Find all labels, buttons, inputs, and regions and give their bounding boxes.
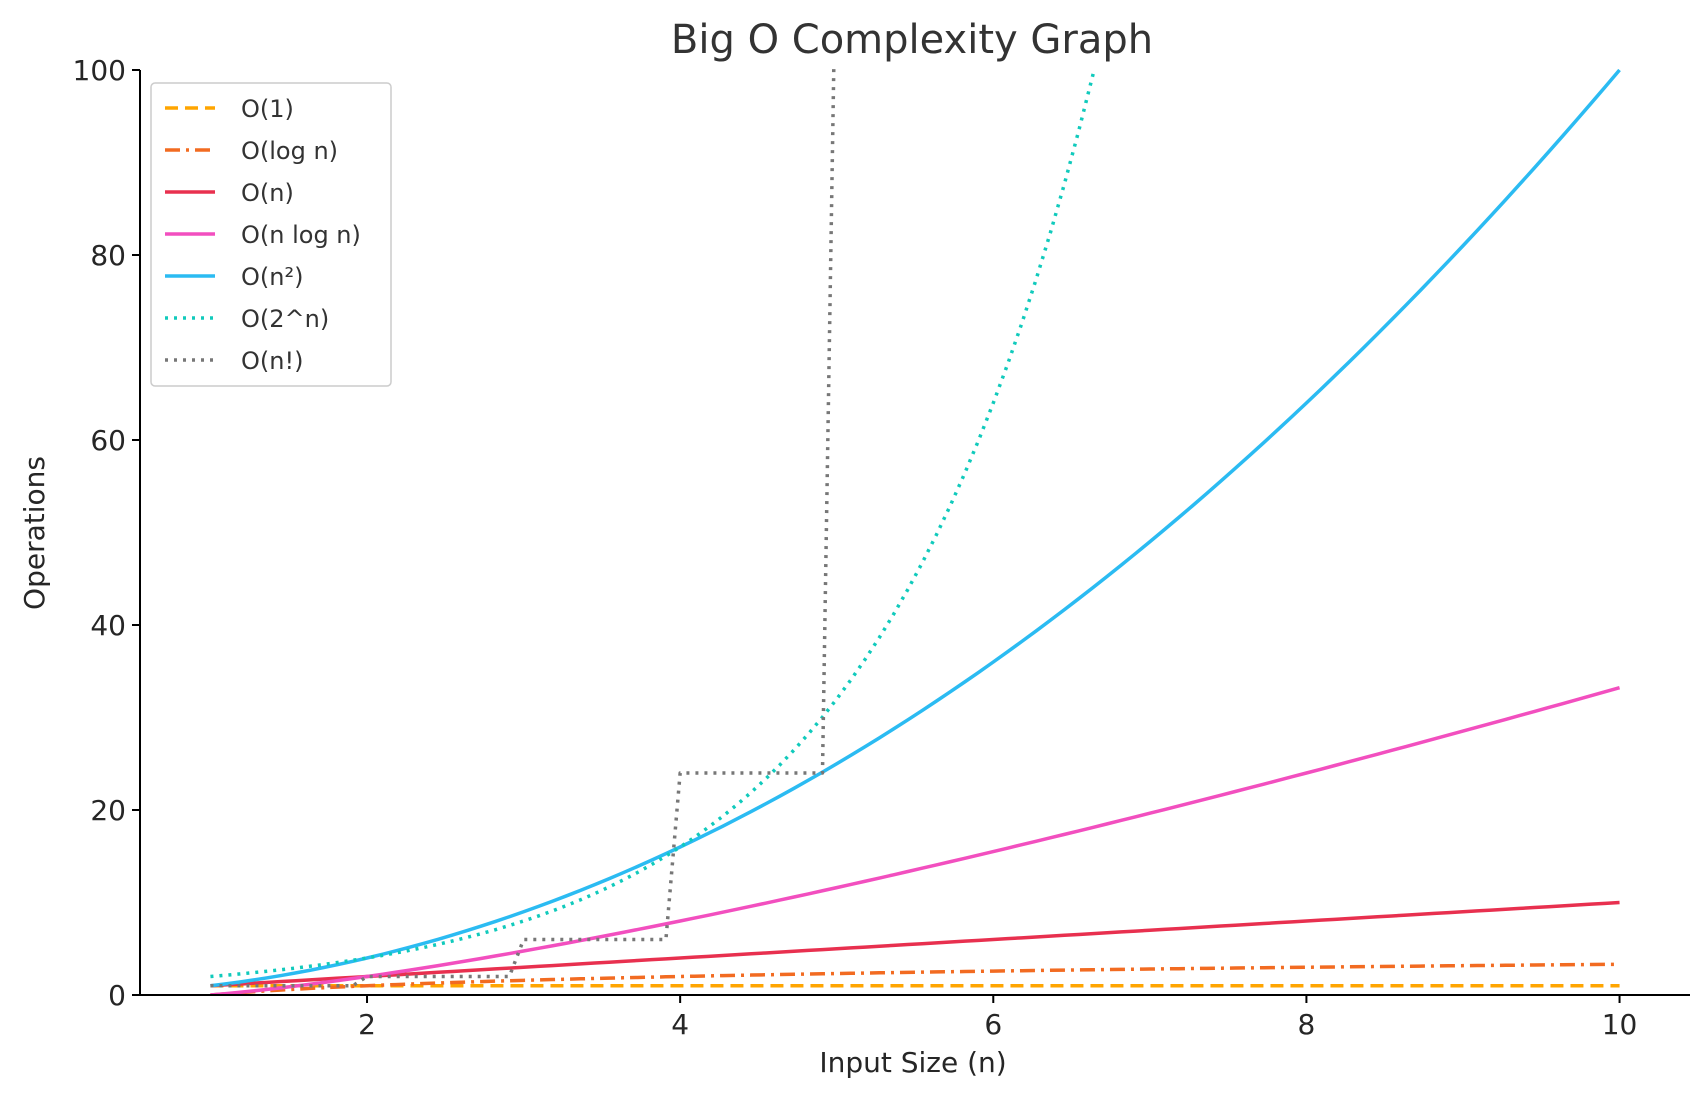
y-tick-label: 100 (73, 54, 126, 87)
legend-label: O(n) (241, 179, 294, 207)
y-tick-label: 60 (90, 424, 126, 457)
legend-item: O(log n) (165, 137, 338, 165)
plot-lines (210, 69, 1621, 995)
x-axis-label: Input Size (n) (819, 1046, 1006, 1079)
series-line-5 (210, 69, 1097, 979)
x-tick-label: 6 (984, 1008, 1002, 1041)
legend-item: O(2^n) (165, 305, 329, 333)
y-ticks: 0 20 40 60 80 100 (73, 54, 140, 1012)
legend-item: O(1) (165, 95, 294, 123)
legend-label: O(n log n) (241, 221, 361, 249)
legend-label: O(2^n) (241, 305, 329, 333)
y-tick-label: 20 (90, 794, 126, 827)
legend-frame (150, 82, 392, 387)
y-tick-label: 80 (90, 239, 126, 272)
y-axis-label: Operations (18, 456, 51, 610)
x-tick-label: 10 (1602, 1008, 1638, 1041)
series-line-3 (210, 686, 1621, 995)
legend-items: O(1) O(log n) O(n) O(n log n) O(n²) O(2^n) O(n… (165, 95, 361, 375)
legend-label: O(n²) (241, 263, 303, 291)
y-tick-label: 40 (90, 609, 126, 642)
chart-title: Big O Complexity Graph (671, 17, 1153, 63)
legend-item: O(n!) (165, 347, 303, 375)
legend-label: O(log n) (241, 137, 338, 165)
legend-item: O(n²) (165, 263, 303, 291)
x-tick-label: 4 (671, 1008, 689, 1041)
y-tick-label: 0 (108, 979, 126, 1012)
series-line-2 (210, 900, 1620, 988)
axes (139, 70, 1690, 996)
series-line-1 (210, 962, 1620, 995)
series-line-4 (210, 69, 1621, 988)
x-tick-label: 8 (1298, 1008, 1316, 1041)
legend-label: O(1) (241, 95, 294, 123)
legend-label: O(n!) (241, 347, 303, 375)
legend: O(1) O(log n) O(n) O(n log n) O(n²) O(2^n) O(n… (150, 82, 392, 387)
x-tick-label: 2 (358, 1008, 376, 1041)
legend-item: O(n log n) (165, 221, 361, 249)
series-line-6 (210, 69, 836, 988)
x-ticks: 2 4 6 8 10 (358, 995, 1637, 1041)
legend-item: O(n) (165, 179, 294, 207)
